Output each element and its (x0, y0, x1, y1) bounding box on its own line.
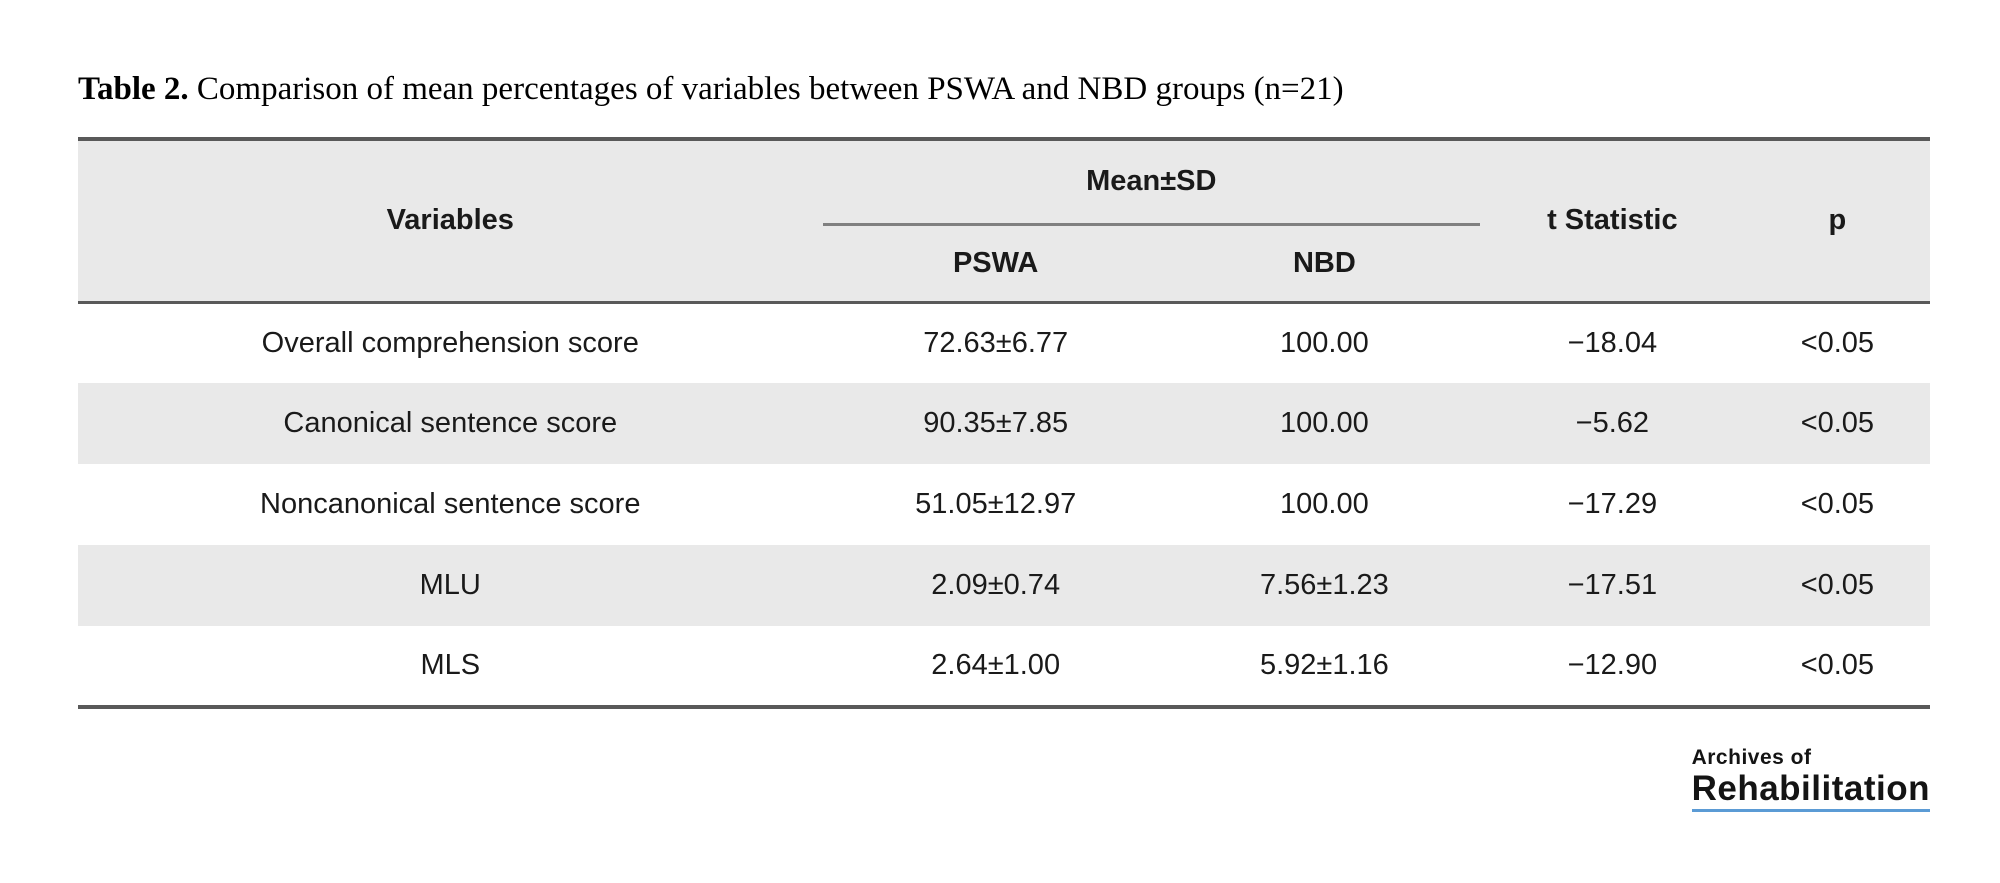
journal-logo: Archives of Rehabilitation (1691, 746, 1930, 812)
header-row-sub: PSWA NBD (78, 224, 1930, 304)
cell-t: −5.62 (1575, 407, 1650, 439)
cell-p: <0.05 (1800, 649, 1875, 681)
table-row: MLU 2.09±0.74 7.56±1.23 −17.51 <0.05 (78, 545, 1930, 626)
cell-variable: MLU (419, 569, 481, 601)
cell-pswa: 90.35±7.85 (923, 407, 1069, 439)
table-row: Noncanonical sentence score 51.05±12.97 10… (78, 464, 1930, 545)
cell-variable: MLS (420, 649, 481, 681)
table-body: Overall comprehension score 72.63±6.77 100… (78, 302, 1930, 707)
cell-variable: Overall comprehension score (261, 326, 639, 359)
header-row-top: Variables Mean±SD t Statistic p (78, 139, 1930, 304)
table-caption: Table 2. Comparison of mean percentages … (78, 71, 1930, 108)
table-caption-text: Comparison of mean percentages of variab… (188, 71, 1344, 107)
table-row: Overall comprehension score 72.63±6.77 100… (78, 302, 1930, 383)
table-header: Variables Mean±SD t Statistic p PSWA NBD (78, 139, 1930, 304)
journal-logo-line1: Archives of (1691, 746, 1812, 769)
cell-p: <0.05 (1800, 569, 1875, 601)
cell-variable: Canonical sentence score (283, 407, 618, 439)
col-header-p: p (1744, 139, 1930, 304)
table-row: Canonical sentence score 90.35±7.85 100.00… (78, 383, 1930, 464)
cell-t: −18.04 (1567, 326, 1658, 359)
cell-nbd: 100.00 (1280, 407, 1369, 439)
cell-nbd: 100.00 (1280, 488, 1369, 520)
col-header-mean-sd: Mean±SD (822, 139, 1480, 226)
cell-pswa: 2.64±1.00 (931, 649, 1061, 681)
cell-t: −17.29 (1567, 488, 1658, 520)
cell-t: −17.51 (1567, 569, 1658, 601)
col-header-variables: Variables (78, 139, 823, 304)
cell-p: <0.05 (1800, 407, 1875, 439)
col-header-t-statistic: t Statistic (1479, 139, 1745, 304)
cell-variable: Noncanonical sentence score (260, 488, 641, 520)
table-row: MLS 2.64±1.00 5.92±1.16 −12.90 <0.05 (78, 626, 1930, 707)
cell-p: <0.05 (1800, 488, 1875, 520)
col-header-nbd: NBD (1168, 224, 1480, 304)
cell-nbd: 100.00 (1280, 326, 1369, 359)
cell-t: −12.90 (1567, 649, 1658, 681)
cell-nbd: 5.92±1.16 (1259, 649, 1389, 681)
cell-pswa: 72.63±6.77 (923, 326, 1069, 359)
comparison-table: Variables Mean±SD t Statistic p PSWA NBD… (78, 137, 1930, 709)
cell-pswa: 51.05±12.97 (915, 488, 1077, 520)
journal-logo-line2: Rehabilitation (1691, 770, 1930, 812)
table-caption-label: Table 2. (78, 71, 189, 107)
cell-p: <0.05 (1800, 326, 1875, 359)
cell-nbd: 7.56±1.23 (1259, 569, 1389, 601)
col-header-pswa: PSWA (822, 224, 1169, 304)
cell-pswa: 2.09±0.74 (931, 569, 1061, 601)
